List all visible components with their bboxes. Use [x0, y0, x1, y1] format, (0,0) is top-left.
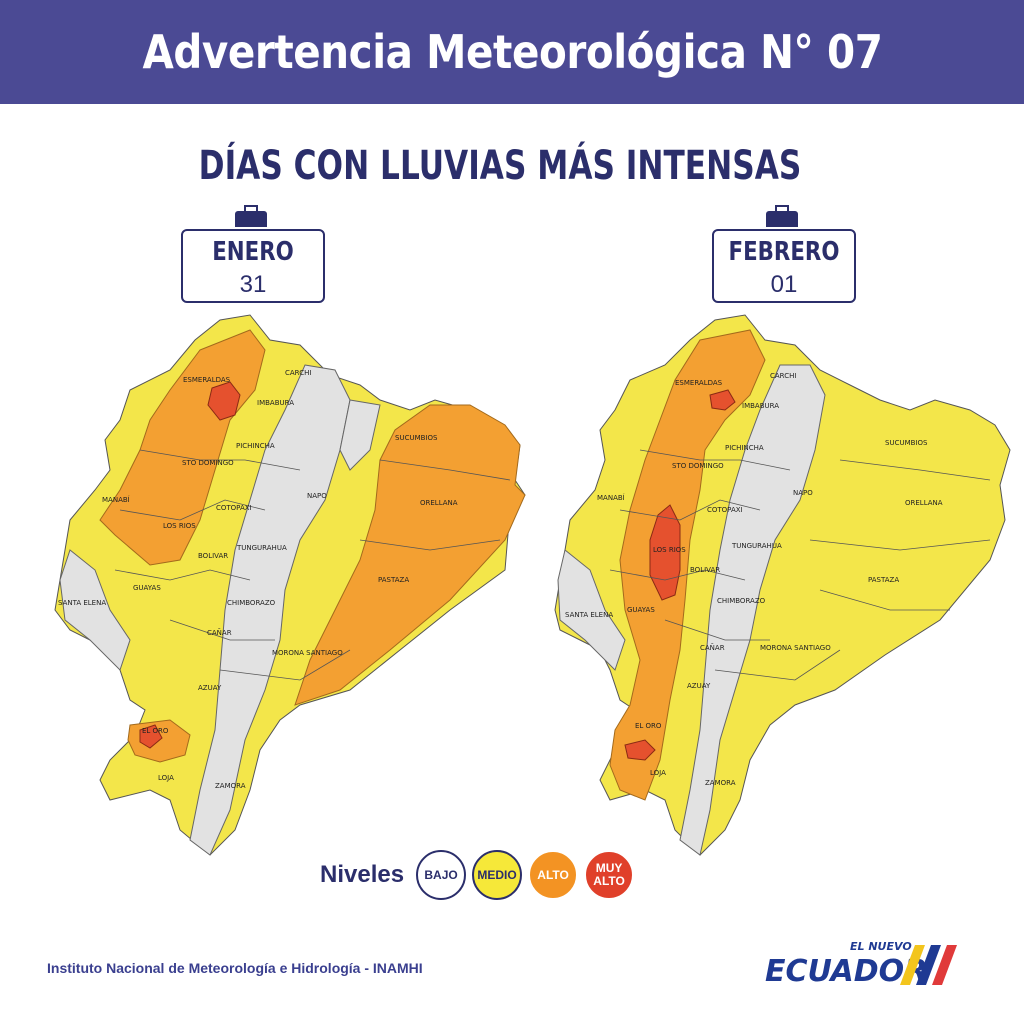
label-morona: MORONA SANTIAGO — [760, 644, 831, 652]
zone-bajo-santaelena — [557, 549, 626, 671]
zone-muy-alto-losrios — [649, 504, 681, 601]
label-esmeraldas: ESMERALDAS — [675, 379, 723, 387]
label-el-oro: EL ORO — [142, 727, 169, 735]
label-sucumbios: SUCUMBIOS — [885, 439, 928, 447]
calendar-icon — [235, 205, 267, 227]
zone-bajo-east — [339, 399, 381, 471]
label-manabi: MANABÍ — [597, 493, 625, 502]
label-los-rios: LOS RIOS — [653, 546, 686, 554]
label-napo: NAPO — [793, 489, 813, 497]
label-el-oro: EL ORO — [635, 722, 662, 730]
label-azuay: AZUAY — [687, 682, 711, 690]
label-pastaza: PASTAZA — [868, 576, 899, 584]
label-bolivar: BOLIVAR — [198, 552, 228, 560]
header-bar: Advertencia Meteorológica N° 07 — [0, 0, 1024, 104]
label-tungurahua: TUNGURAHUA — [731, 542, 782, 550]
subtitle: DÍAS CON LLUVIAS MÁS INTENSAS — [110, 143, 890, 189]
legend-muy-alto: MUY ALTO — [584, 850, 635, 900]
logo-stripe-red — [932, 945, 957, 985]
map-enero: ESMERALDAS CARCHI IMBABURA SUCUMBIOS PIC… — [54, 314, 526, 856]
subtitle-part2: MÁS INTENSAS — [537, 143, 802, 189]
label-esmeraldas: ESMERALDAS — [183, 376, 231, 384]
label-bolivar: BOLIVAR — [690, 566, 720, 574]
legend-bajo: BAJO — [416, 850, 467, 900]
label-canar: CAÑAR — [700, 643, 725, 652]
page-title: Advertencia Meteorológica N° 07 — [142, 25, 882, 79]
label-chimborazo: CHIMBORAZO — [717, 597, 766, 605]
zone-muy-alto-eloro — [624, 739, 656, 761]
label-pastaza: PASTAZA — [378, 576, 409, 584]
date-day: 31 — [239, 271, 267, 298]
date-card-enero: ENERO 31 — [181, 205, 325, 303]
zone-muy-alto-eloro — [139, 724, 163, 749]
footer-institution: Instituto Nacional de Meteorología e Hid… — [47, 960, 423, 976]
label-cotopaxi: COTOPAXI — [216, 504, 252, 512]
label-azuay: AZUAY — [198, 684, 222, 692]
label-loja: LOJA — [650, 769, 666, 777]
label-sto-domingo: STO DOMINGO — [672, 462, 724, 470]
zone-muy-alto-esmeraldas — [709, 389, 736, 411]
label-guayas: GUAYAS — [133, 584, 161, 592]
label-cotopaxi: COTOPAXI — [707, 506, 743, 514]
label-napo: NAPO — [307, 492, 327, 500]
legend-medio: MEDIO — [472, 850, 523, 900]
label-zamora: ZAMORA — [705, 779, 736, 787]
zone-muy-alto-esmeraldas — [207, 381, 241, 421]
date-day: 01 — [770, 271, 798, 298]
subtitle-part1: DÍAS CON LLUVIAS — [198, 143, 538, 189]
label-sucumbios: SUCUMBIOS — [395, 434, 438, 442]
label-imbabura: IMBABURA — [257, 399, 294, 407]
zone-bajo-andes — [679, 364, 826, 856]
zone-alto-west — [609, 329, 766, 801]
label-imbabura: IMBABURA — [742, 402, 779, 410]
date-month: ENERO — [212, 237, 294, 267]
label-chimborazo: CHIMBORAZO — [227, 599, 276, 607]
label-sto-domingo: STO DOMINGO — [182, 459, 234, 467]
label-tungurahua: TUNGURAHUA — [236, 544, 287, 552]
label-pichincha: PICHINCHA — [725, 444, 764, 452]
label-zamora: ZAMORA — [215, 782, 246, 790]
zone-alto-amazon — [294, 404, 526, 706]
label-orellana: ORELLANA — [420, 499, 458, 507]
logo-big-text: ECUADOR — [765, 954, 927, 989]
label-canar: CAÑAR — [207, 628, 232, 637]
zone-bajo-andes — [189, 364, 351, 856]
zone-bajo-santaelena — [59, 549, 131, 671]
label-guayas: GUAYAS — [627, 606, 655, 614]
label-santa-elena: SANTA ELENA — [565, 611, 613, 619]
label-loja: LOJA — [158, 774, 174, 782]
calendar-icon — [766, 205, 798, 227]
date-month: FEBRERO — [728, 237, 840, 267]
legend-alto: ALTO — [528, 850, 579, 900]
legend: Niveles BAJO MEDIO ALTO MUY ALTO — [320, 850, 640, 900]
label-morona: MORONA SANTIAGO — [272, 649, 343, 657]
el-nuevo-ecuador-logo: EL NUEVO ECUADOR — [765, 940, 957, 989]
label-pichincha: PICHINCHA — [236, 442, 275, 450]
label-carchi: CARCHI — [285, 369, 311, 377]
label-manabi: MANABÍ — [102, 495, 130, 504]
label-carchi: CARCHI — [770, 372, 796, 380]
date-card-febrero: FEBRERO 01 — [712, 205, 856, 303]
map-febrero: ESMERALDAS CARCHI IMBABURA SUCUMBIOS PIC… — [554, 314, 1011, 856]
label-santa-elena: SANTA ELENA — [58, 599, 106, 607]
label-los-rios: LOS RIOS — [163, 522, 196, 530]
label-orellana: ORELLANA — [905, 499, 943, 507]
logo-small-text: EL NUEVO — [850, 940, 912, 953]
legend-label: Niveles — [320, 861, 405, 888]
logo-stripe-yellow — [900, 945, 925, 985]
logo-stripe-blue — [916, 945, 941, 985]
